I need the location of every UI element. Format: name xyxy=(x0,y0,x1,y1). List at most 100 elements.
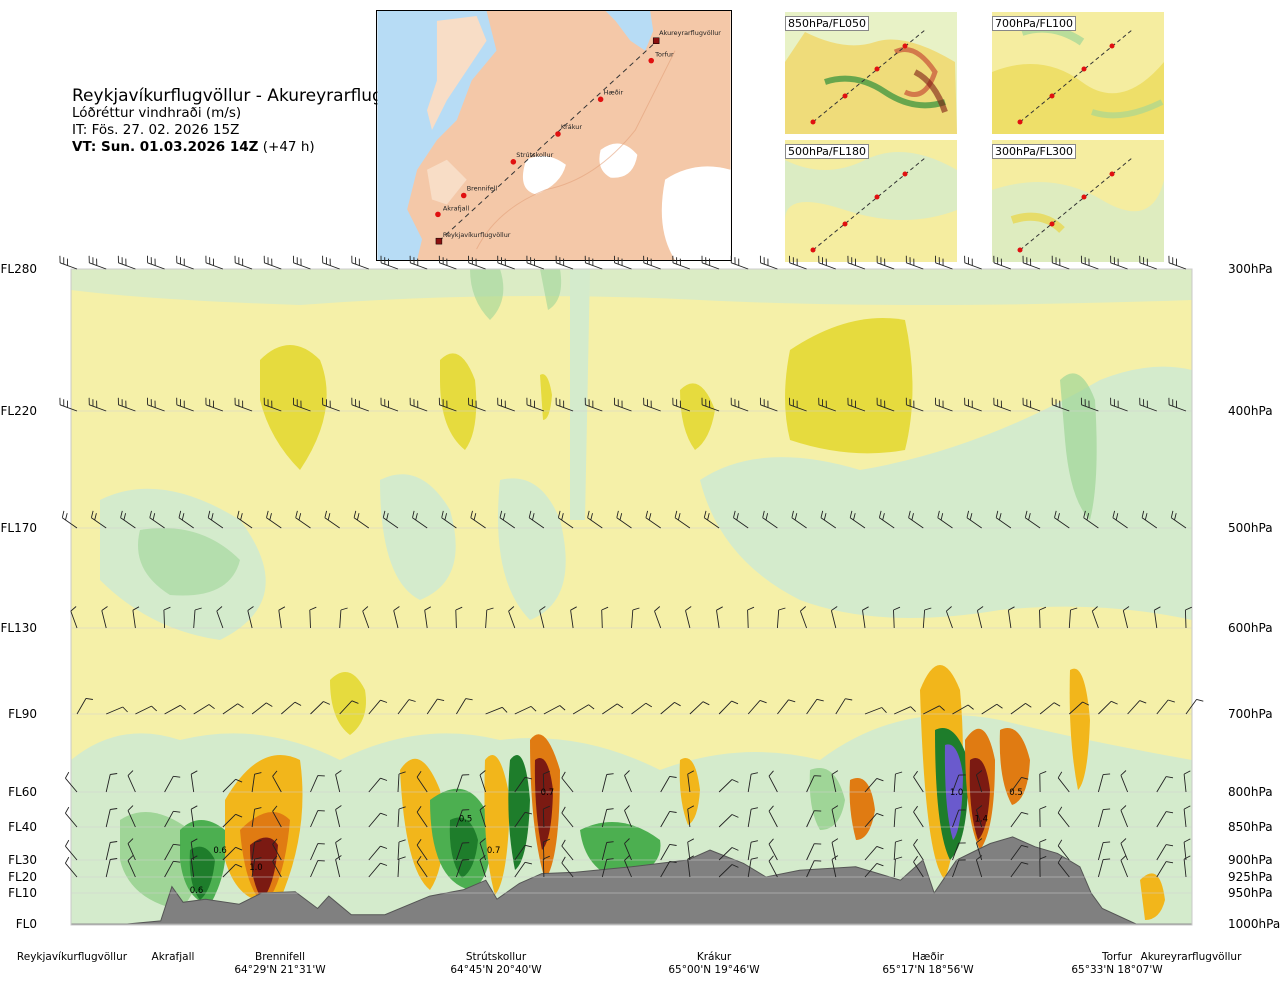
wind-barb xyxy=(416,806,428,828)
wind-barb xyxy=(479,805,487,828)
wind-barb xyxy=(310,701,330,715)
chart-title: Reykjavíkurflugvöllur - Akureyrarflugvöl… xyxy=(72,86,431,106)
wind-barb xyxy=(412,510,428,529)
wind-barb xyxy=(685,606,692,629)
wind-barb xyxy=(570,606,577,629)
wind-barb xyxy=(164,704,186,715)
contour-label: 0.6 xyxy=(213,846,227,856)
lead-time: (+47 h) xyxy=(262,139,315,155)
wind-barb xyxy=(645,510,661,529)
wind-barb xyxy=(542,805,550,828)
overview-route xyxy=(435,37,660,245)
wind-barb xyxy=(733,510,749,529)
waypoint-name: Akrafjall xyxy=(152,951,195,963)
waypoint-name: Torfur xyxy=(1101,951,1133,963)
wind-barb xyxy=(1170,510,1187,529)
map-label-brennifell: Brennifell xyxy=(467,185,498,193)
wind-barb xyxy=(135,705,158,715)
right-axis-label: 700hPa xyxy=(1228,707,1273,721)
wind-barb xyxy=(1083,510,1099,529)
wind-barb xyxy=(660,860,677,878)
wind-barb xyxy=(945,606,953,629)
wind-barb xyxy=(543,705,566,715)
wind-barb xyxy=(613,255,632,270)
wind-barb xyxy=(624,770,632,793)
wind-barb xyxy=(127,770,136,793)
wind-barb xyxy=(368,812,388,828)
wind-barb xyxy=(322,397,340,412)
wind-barb xyxy=(393,606,400,629)
wind-barb xyxy=(105,773,118,793)
wind-barb xyxy=(409,255,428,270)
waypoint-name: Hæðir xyxy=(912,951,945,963)
wind-barb xyxy=(251,807,262,828)
wind-barb xyxy=(1010,861,1029,878)
right-axis-label: 600hPa xyxy=(1228,621,1273,635)
wind-barb xyxy=(1057,806,1070,828)
wind-barb xyxy=(555,397,574,412)
wind-barb xyxy=(561,839,574,861)
waypoint-name: Reykjavíkurflugvöllur xyxy=(17,951,128,963)
wind-barb xyxy=(643,255,661,270)
wind-barb xyxy=(397,699,416,715)
wind-barb xyxy=(324,510,340,529)
wind-barb xyxy=(555,255,574,270)
wind-barb xyxy=(222,846,243,861)
wind-barb xyxy=(190,770,198,793)
contour-label: 0.7 xyxy=(541,788,555,798)
valid-time: VT: Sun. 01.03.2026 14Z xyxy=(72,139,259,155)
left-axis-label: FL20 xyxy=(8,870,37,884)
wind-barb xyxy=(806,810,822,828)
wind-barb xyxy=(272,770,282,793)
wind-barb xyxy=(193,607,202,629)
right-axis-label: 400hPa xyxy=(1228,404,1273,418)
wind-barb xyxy=(1007,606,1015,629)
wind-barb xyxy=(718,847,739,861)
wind-barb xyxy=(1139,255,1157,270)
wind-barb xyxy=(905,397,924,412)
wind-barb xyxy=(701,255,720,270)
wind-barb xyxy=(190,855,198,878)
wind-barb xyxy=(222,863,243,878)
wind-barb xyxy=(278,606,286,629)
wind-barb xyxy=(272,838,282,861)
wind-barb xyxy=(894,706,916,715)
wind-barb xyxy=(380,255,399,270)
wind-barb xyxy=(382,510,399,529)
wind-barb xyxy=(687,838,695,861)
wind-barb xyxy=(1039,855,1047,878)
wind-barb xyxy=(660,775,677,793)
wind-barb xyxy=(292,397,311,412)
wind-barb xyxy=(514,776,533,793)
wind-barb xyxy=(190,805,198,828)
waypoint-coord: 65°17'N 18°56'W xyxy=(882,964,974,976)
wind-barb xyxy=(479,855,487,878)
wind-barb xyxy=(747,807,758,828)
wind-barb xyxy=(747,857,758,878)
left-axis-label: FL90 xyxy=(8,707,37,721)
wind-barb xyxy=(1039,606,1047,629)
wind-barb xyxy=(222,778,243,793)
wind-barb xyxy=(1010,776,1029,793)
wind-barb xyxy=(1068,701,1090,715)
wind-barb xyxy=(176,397,194,412)
wind-barb xyxy=(132,606,140,629)
contour-label: 0.5 xyxy=(459,815,473,825)
wind-barb xyxy=(1097,773,1111,793)
wind-barb xyxy=(768,805,778,828)
wind-barb xyxy=(105,841,118,861)
wind-barb xyxy=(687,770,695,793)
wind-barb xyxy=(660,702,681,715)
mini-map-label: 700hPa/FL100 xyxy=(992,16,1077,31)
wind-barb xyxy=(893,856,903,878)
wind-barb xyxy=(876,397,895,412)
wind-barb xyxy=(368,845,388,861)
right-axis-label: 850hPa xyxy=(1228,820,1273,834)
wind-barb xyxy=(514,844,533,861)
wind-barb xyxy=(981,703,1003,715)
wind-barb xyxy=(687,855,695,878)
wind-barb xyxy=(975,855,983,878)
wind-barb xyxy=(905,255,924,270)
wind-barb xyxy=(818,255,836,270)
